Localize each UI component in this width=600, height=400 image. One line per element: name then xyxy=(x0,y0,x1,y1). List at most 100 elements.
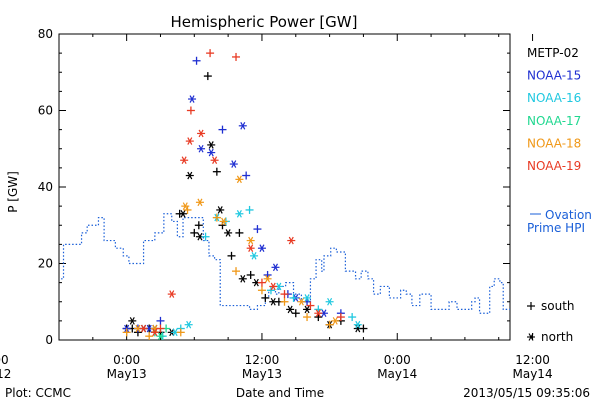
y-tick-label: 60 xyxy=(38,104,53,118)
legend-entry: NOAA-17 xyxy=(527,114,581,128)
south-marker xyxy=(257,278,266,287)
north-marker xyxy=(269,282,278,291)
south-marker xyxy=(194,221,203,230)
north-marker xyxy=(181,202,190,210)
north-marker xyxy=(238,275,247,283)
north-marker xyxy=(179,209,188,218)
ovation-line xyxy=(59,213,510,314)
north-marker xyxy=(246,244,255,252)
south-marker xyxy=(245,205,254,214)
south-marker xyxy=(156,316,165,325)
legend-entry: NOAA-18 xyxy=(527,136,581,150)
north-marker xyxy=(269,297,278,306)
x-axis-label: Date and Time xyxy=(236,386,324,400)
x-tick-label-time: 12:00 xyxy=(245,353,280,367)
south-marker xyxy=(266,286,275,295)
legend-south-label: south xyxy=(541,299,575,313)
south-marker xyxy=(306,301,315,310)
north-marker xyxy=(207,148,216,157)
south-marker xyxy=(348,313,357,322)
legend-ovation-label: Ovation xyxy=(545,208,592,222)
legend-entry: NOAA-15 xyxy=(527,69,581,83)
north-marker xyxy=(219,217,228,226)
north-marker xyxy=(263,275,272,283)
north-marker xyxy=(197,129,206,138)
legend-entry: NOAA-16 xyxy=(527,91,581,105)
plot-credit: Plot: CCMC xyxy=(5,386,71,400)
north-marker xyxy=(216,206,225,214)
south-marker xyxy=(183,205,192,214)
x-tick-label-time: 12:00 xyxy=(515,353,550,367)
north-marker xyxy=(297,297,306,306)
south-marker xyxy=(253,225,262,234)
south-marker xyxy=(257,286,266,295)
south-marker xyxy=(190,228,199,237)
south-marker xyxy=(242,171,251,180)
legend-entry: NOAA-19 xyxy=(527,159,581,173)
x-tick-label-date: May13 xyxy=(242,367,282,381)
north-marker xyxy=(185,137,194,145)
chart-title: Hemispheric Power [GW] xyxy=(171,13,358,31)
north-marker xyxy=(195,198,204,207)
satellite-markers xyxy=(122,49,368,340)
south-marker xyxy=(235,228,244,237)
north-marker xyxy=(207,141,216,149)
north-marker xyxy=(156,332,165,340)
x-tick-label-date: May14 xyxy=(377,367,417,381)
north-marker xyxy=(197,144,206,153)
south-marker xyxy=(122,328,131,337)
south-marker xyxy=(261,293,270,302)
north-marker xyxy=(229,160,238,168)
south-marker xyxy=(246,270,255,279)
north-marker xyxy=(185,171,194,180)
south-marker xyxy=(325,320,334,329)
south-marker xyxy=(192,56,201,65)
north-marker xyxy=(303,294,312,302)
north-marker xyxy=(331,317,340,325)
north-marker xyxy=(286,305,295,314)
ovation-series xyxy=(59,213,510,314)
south-marker xyxy=(280,297,289,306)
legend: METP-02 NOAA-15 NOAA-16 NOAA-17 NOAA-18 NOAA-… xyxy=(527,46,592,344)
south-marker xyxy=(232,52,241,61)
north-marker xyxy=(246,236,255,245)
x-tick-label-time: 12:00 xyxy=(0,353,9,367)
x-tick-label-date: May13 xyxy=(107,367,147,381)
south-marker xyxy=(289,293,298,302)
north-marker xyxy=(353,324,362,333)
north-marker xyxy=(139,324,148,333)
south-marker xyxy=(336,313,345,322)
north-marker xyxy=(257,244,266,252)
south-marker xyxy=(203,72,212,81)
north-marker xyxy=(314,309,323,318)
north-marker xyxy=(271,263,280,272)
south-marker xyxy=(186,106,195,115)
south-marker xyxy=(227,251,236,260)
legend-ovation-label: Prime HPI xyxy=(527,221,585,235)
north-marker xyxy=(150,328,159,337)
north-marker xyxy=(188,95,197,103)
north-marker xyxy=(167,290,176,298)
north-marker xyxy=(238,122,247,130)
south-marker xyxy=(212,167,221,176)
north-marker xyxy=(303,305,312,314)
x-tick-label-date: May14 xyxy=(513,367,553,381)
y-tick-label: 40 xyxy=(38,180,53,194)
south-marker xyxy=(212,213,221,222)
y-axis-label: P [GW] xyxy=(6,171,20,213)
plot-timestamp: 2013/05/15 09:35:06 xyxy=(463,386,590,400)
x-tick-label-time: 0:00 xyxy=(384,353,411,367)
south-marker xyxy=(280,290,289,299)
north-marker xyxy=(210,156,219,165)
y-tick-label: 0 xyxy=(45,333,53,347)
north-marker xyxy=(128,317,137,325)
south-marker xyxy=(156,324,165,333)
north-marker xyxy=(180,156,189,165)
north-marker xyxy=(224,229,233,237)
south-marker xyxy=(201,232,210,241)
north-marker xyxy=(287,236,296,245)
legend-north-label: north xyxy=(541,330,573,344)
north-marker xyxy=(235,209,244,218)
south-marker xyxy=(303,313,312,322)
north-marker xyxy=(353,320,362,329)
